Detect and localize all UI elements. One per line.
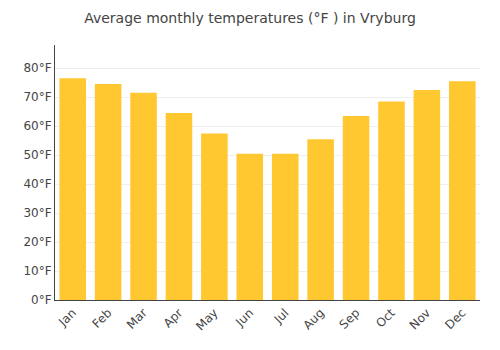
svg-text:20°F: 20°F xyxy=(23,235,51,249)
svg-text:Sep: Sep xyxy=(337,306,363,332)
svg-text:Nov: Nov xyxy=(407,306,433,332)
svg-text:0°F: 0°F xyxy=(31,293,52,307)
svg-text:80°F: 80°F xyxy=(23,61,51,75)
svg-text:Jul: Jul xyxy=(271,306,292,327)
svg-text:Dec: Dec xyxy=(442,306,468,332)
svg-text:Aug: Aug xyxy=(301,306,327,332)
svg-text:Oct: Oct xyxy=(373,306,398,331)
svg-text:10°F: 10°F xyxy=(23,264,51,278)
svg-text:May: May xyxy=(193,306,220,333)
svg-text:Jan: Jan xyxy=(55,306,79,330)
svg-text:60°F: 60°F xyxy=(23,119,51,133)
svg-text:Jun: Jun xyxy=(232,306,256,330)
svg-text:Average monthly temperatures (: Average monthly temperatures (°F ) in Vr… xyxy=(84,10,416,26)
svg-text:Apr: Apr xyxy=(161,306,186,331)
svg-text:Mar: Mar xyxy=(124,306,150,332)
svg-text:30°F: 30°F xyxy=(23,206,51,220)
svg-text:Feb: Feb xyxy=(90,306,115,331)
svg-text:40°F: 40°F xyxy=(23,177,51,191)
svg-text:70°F: 70°F xyxy=(23,90,51,104)
svg-text:50°F: 50°F xyxy=(23,148,51,162)
